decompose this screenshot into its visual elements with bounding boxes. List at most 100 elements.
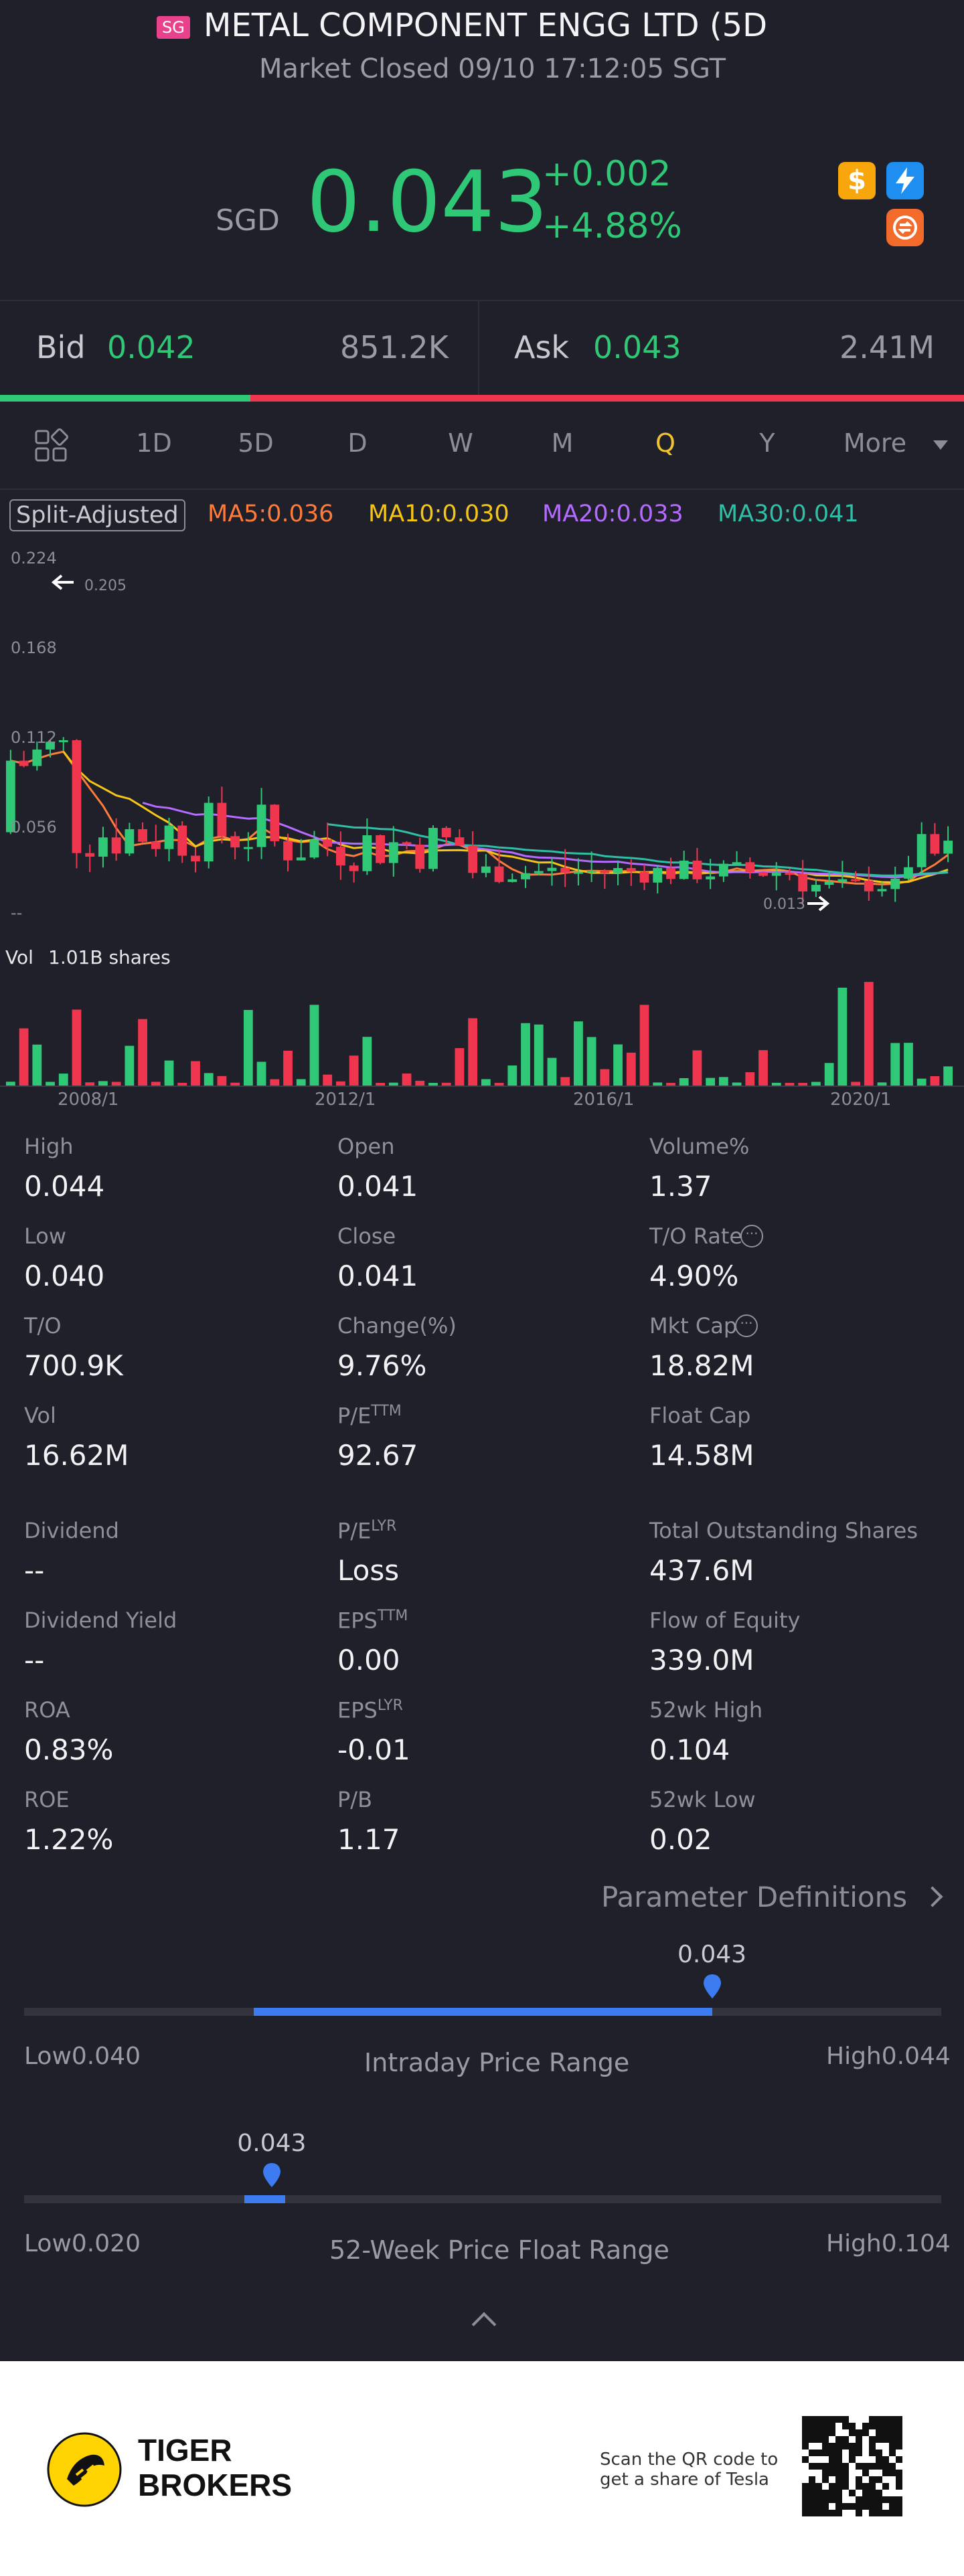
chevron-up-icon[interactable] [471, 2312, 497, 2337]
parameter-definitions-link[interactable]: Parameter Definitions [601, 1881, 943, 1918]
stat-label: High [24, 1134, 74, 1159]
candle [916, 834, 927, 867]
tab-1d[interactable]: 1D [136, 428, 172, 458]
currency-label: SGD [216, 203, 280, 238]
volume-bar [824, 1063, 834, 1086]
volume-bar [943, 1066, 953, 1086]
split-adjusted-toggle[interactable]: Split-Adjusted [9, 499, 185, 531]
price-chart[interactable]: 0.224 0.168 0.112 0.056 -- 0.205 0.013 [0, 549, 964, 924]
volume-bar [494, 1082, 504, 1086]
volume-bar [837, 987, 848, 1086]
candle [138, 829, 147, 842]
candle [851, 879, 860, 881]
range-marker-value: 0.043 [677, 1941, 747, 1968]
volume-bar [46, 1082, 55, 1086]
y-tick-label: 0.112 [11, 728, 57, 747]
stat-label: ROE [24, 1787, 70, 1812]
volume-bar [811, 1082, 821, 1086]
candle [785, 873, 795, 875]
tab-d[interactable]: D [347, 428, 368, 458]
stat-value: 1.22% [24, 1823, 114, 1856]
stat-label: P/ETTM [337, 1403, 402, 1429]
stat-value: 0.00 [337, 1644, 400, 1677]
volume-bar [586, 1037, 596, 1086]
volume-bar [217, 1076, 227, 1086]
tab-w[interactable]: W [448, 428, 473, 458]
tab-y[interactable]: Y [759, 428, 775, 458]
stat-label: Total Outstanding Shares [649, 1518, 918, 1543]
volume-bar [256, 1061, 266, 1086]
candle [230, 836, 240, 848]
info-icon[interactable]: ··· [740, 1225, 763, 1248]
dollar-badge-icon[interactable]: $ [838, 162, 876, 199]
candle [177, 825, 187, 856]
location-pin-icon [702, 1973, 722, 2001]
candle [111, 837, 121, 854]
volume-bar [706, 1078, 716, 1086]
tab-5d[interactable]: 5D [238, 428, 274, 458]
volume-bar [653, 1082, 663, 1086]
info-icon[interactable]: ··· [735, 1314, 758, 1337]
volume-bar [692, 1050, 702, 1086]
volume-bar [151, 1082, 161, 1086]
stat-value: 437.6M [649, 1554, 754, 1587]
swap-badge-icon[interactable] [886, 209, 924, 246]
tab-m[interactable]: M [551, 428, 574, 458]
volume-bar [732, 1082, 742, 1086]
chevron-down-icon[interactable] [933, 440, 948, 450]
candle [191, 855, 200, 862]
volume-bar [916, 1078, 927, 1086]
volume-bar [111, 1082, 121, 1086]
candle [904, 867, 913, 879]
candle [362, 835, 372, 871]
volume-bar [164, 1060, 174, 1086]
price-change-pct: +4.88% [542, 206, 682, 246]
volume-bar [415, 1080, 425, 1086]
layout-grid-icon[interactable] [33, 428, 68, 463]
candle [204, 802, 214, 862]
x-tick-label: 2016/1 [573, 1090, 635, 1110]
price-change: +0.002 [542, 154, 671, 194]
volume-bar [930, 1076, 940, 1086]
stat-label: 52wk Low [649, 1787, 756, 1812]
volume-bar [177, 1082, 187, 1086]
volume-bar [851, 1082, 860, 1086]
range-track [24, 2008, 941, 2016]
volume-chart[interactable] [0, 977, 964, 1087]
volume-bar [600, 1069, 610, 1086]
order-book[interactable]: Bid 0.042 851.2K Ask 0.043 2.41M [0, 301, 964, 395]
stat-value: 16.62M [24, 1439, 129, 1472]
candle [270, 804, 280, 841]
volume-bar [521, 1023, 530, 1086]
last-price: 0.043 [307, 153, 548, 251]
stat-value: 1.37 [649, 1170, 712, 1203]
volume-bar [455, 1048, 465, 1086]
stat-value: 0.02 [649, 1823, 712, 1856]
range-low: Low0.020 [24, 2230, 141, 2257]
candle [626, 868, 636, 872]
candle [943, 841, 953, 854]
candle [388, 842, 398, 863]
brand-line-2: BROKERS [138, 2468, 293, 2502]
qr-code[interactable] [802, 2416, 902, 2516]
x-axis [0, 1086, 964, 1087]
candle [323, 839, 333, 847]
range-fill [253, 2008, 712, 2016]
volume-bar [72, 1009, 82, 1086]
candle [758, 872, 768, 876]
tab-more[interactable]: More [843, 428, 907, 458]
lightning-badge-icon[interactable] [886, 162, 924, 199]
volume-bar [679, 1078, 689, 1086]
stat-value: 0.044 [24, 1170, 105, 1203]
candle [283, 841, 293, 861]
stat-label: Dividend [24, 1518, 119, 1543]
x-tick-label: 2012/1 [315, 1090, 376, 1110]
parameter-definitions-label: Parameter Definitions [601, 1881, 908, 1913]
volume-bar [138, 1019, 147, 1086]
candle [521, 873, 530, 879]
candle [507, 879, 517, 882]
tab-q[interactable]: Q [655, 428, 675, 458]
candle [930, 834, 940, 854]
stat-label: T/O [24, 1313, 62, 1339]
range-caption: Intraday Price Range [364, 2048, 630, 2077]
